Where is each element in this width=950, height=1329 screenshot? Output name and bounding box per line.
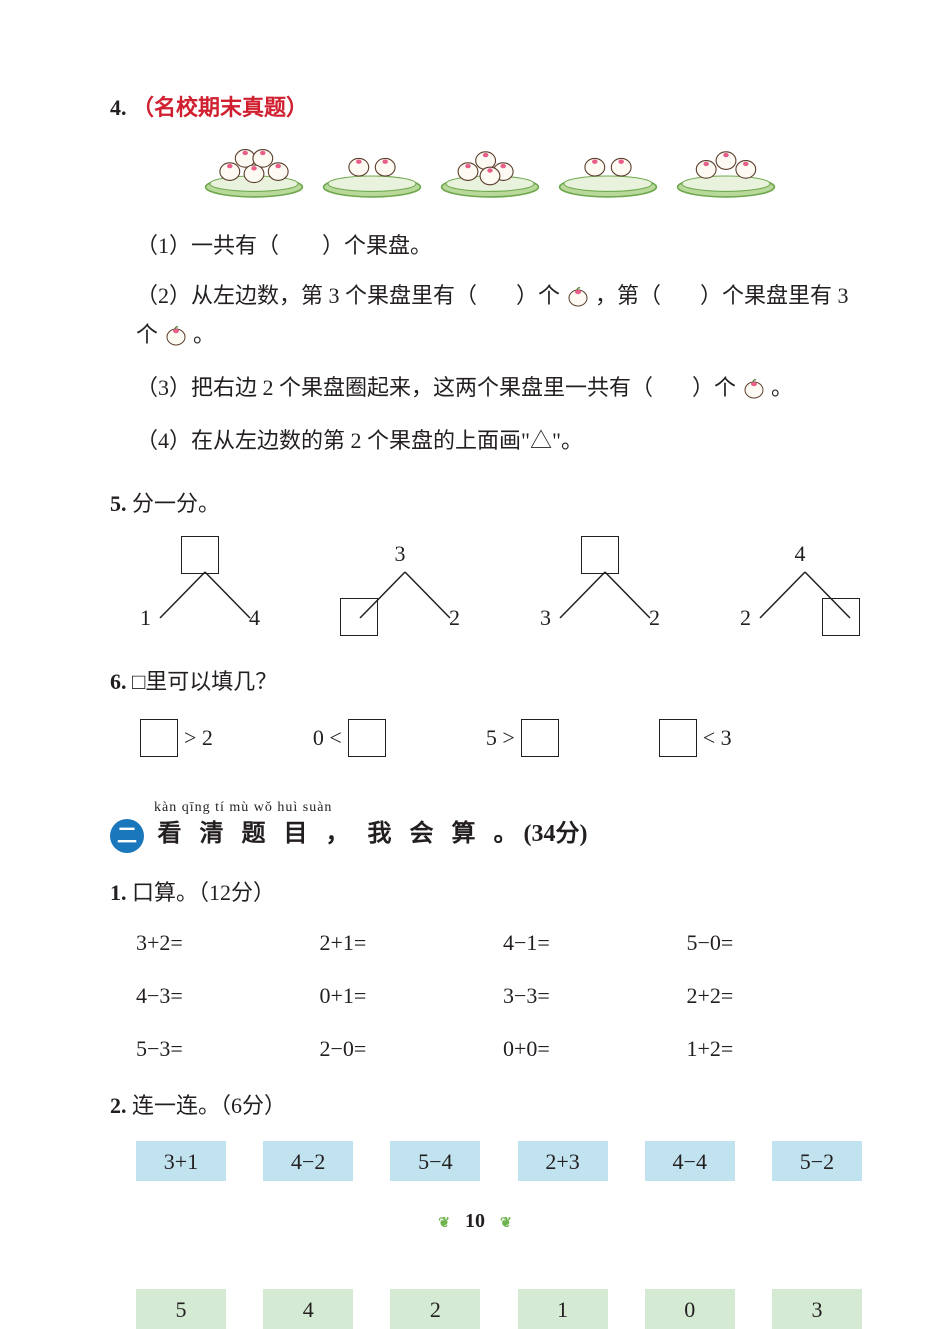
section2-badge: 二 <box>110 819 144 853</box>
q6-title-text: □里可以填几？ <box>132 669 277 694</box>
inequality-item: < 3 <box>659 719 732 757</box>
match-chip-top[interactable]: 2+3 <box>518 1141 608 1181</box>
fruit-plates-row <box>110 143 870 208</box>
match-chip-bottom[interactable]: 3 <box>772 1289 862 1329</box>
match-chip-top[interactable]: 4−4 <box>645 1141 735 1181</box>
q5-heading: 5. 分一分。 <box>110 486 870 521</box>
match-chip-bottom[interactable]: 1 <box>518 1289 608 1329</box>
number-bonds-row: 1 4 3 2 3 2 4 2 <box>130 536 870 636</box>
peach-icon <box>164 321 188 356</box>
match-chip-bottom[interactable]: 0 <box>645 1289 735 1329</box>
q4-s2a: （2）从左边数，第 3 个果盘里有（ <box>136 283 477 308</box>
calc-problem: 5−3= <box>136 1031 320 1066</box>
q4-title-text: （名校期末真题） <box>132 95 308 120</box>
fruit-plate <box>671 143 781 208</box>
section-2: kàn qīng tí mù wǒ huì suàn 二 看 清 题 目 ， 我… <box>110 797 870 1329</box>
section2-title-chars: 看 清 题 目 ， 我 会 算 。 <box>158 821 524 847</box>
peach-icon <box>566 282 590 317</box>
q4-heading: 4. （名校期末真题） <box>110 90 870 125</box>
page-number: 10 <box>465 1210 485 1232</box>
inequality-op: 0 < <box>313 720 342 755</box>
q6-number: 6. <box>110 669 127 694</box>
q4-number: 4. <box>110 95 127 120</box>
calc-problem: 0+0= <box>503 1031 687 1066</box>
calc-problem: 3−3= <box>503 978 687 1013</box>
calc-problem: 5−0= <box>687 925 871 960</box>
q4-s3b: ）个 <box>692 375 736 400</box>
q4-s4: （4）在从左边数的第 2 个果盘的上面画"△"。 <box>136 428 583 453</box>
match-chip-top[interactable]: 4−2 <box>263 1141 353 1181</box>
fruit-plate <box>435 143 545 208</box>
calc-problem: 4−1= <box>503 925 687 960</box>
inequality-item: > 2 <box>140 719 213 757</box>
calc-problem: 4−3= <box>136 978 320 1013</box>
page-footer: ❦ 10 ❦ <box>0 1205 950 1237</box>
q4-sub4: （4）在从左边数的第 2 个果盘的上面画"△"。 <box>136 423 870 458</box>
inequality-item: 0 < <box>313 719 386 757</box>
answer-box[interactable] <box>659 719 697 757</box>
q4-sub2: （2）从左边数，第 3 个果盘里有（ ）个 ，第（ ）个果盘里有 3 个 。 <box>136 278 870 356</box>
answer-box[interactable] <box>521 719 559 757</box>
inequality-op: < 3 <box>703 720 732 755</box>
number-bond: 4 2 <box>730 536 870 636</box>
match-chip-bottom[interactable]: 4 <box>263 1289 353 1329</box>
peach-icon <box>742 374 766 409</box>
q4-s2e: 。 <box>193 322 215 347</box>
match-chip-bottom[interactable]: 2 <box>390 1289 480 1329</box>
calc-problem: 2+1= <box>320 925 504 960</box>
q6-heading: 6. □里可以填几？ <box>110 664 870 699</box>
section2-title-row: 二 看 清 题 目 ， 我 会 算 。(34分) <box>110 815 870 853</box>
calc-grid: 3+2=2+1=4−1=5−0= 4−3=0+1=3−3=2+2= 5−3=2−0=… <box>136 925 870 1067</box>
number-bond: 3 2 <box>530 536 670 636</box>
q4-s3c: 。 <box>771 375 793 400</box>
q4-s1a: （1）一共有（ <box>136 233 279 258</box>
inequality-item: 5 > <box>486 719 559 757</box>
q4-sub1: （1）一共有（ ）个果盘。 <box>136 228 870 263</box>
q2-2-number: 2. <box>110 1093 127 1118</box>
q4-s2c: ，第（ <box>595 283 661 308</box>
match-chip-top[interactable]: 5−2 <box>772 1141 862 1181</box>
match-top-row: 3+1 4−2 5−4 2+3 4−4 5−2 <box>136 1141 862 1181</box>
match-chip-bottom[interactable]: 5 <box>136 1289 226 1329</box>
sprout-icon: ❦ <box>500 1216 512 1231</box>
match-chip-top[interactable]: 5−4 <box>390 1141 480 1181</box>
section2-title: 看 清 题 目 ， 我 会 算 。(34分) <box>158 821 588 847</box>
section2-points: (34分) <box>524 821 588 847</box>
calc-problem: 1+2= <box>687 1031 871 1066</box>
q2-2-title: 连一连。（6分） <box>132 1093 286 1118</box>
calc-problem: 3+2= <box>136 925 320 960</box>
q4-s2b: ）个 <box>516 283 560 308</box>
answer-box[interactable] <box>348 719 386 757</box>
q2-1-heading: 1. 口算。（12分） <box>110 875 870 910</box>
match-chip-top[interactable]: 3+1 <box>136 1141 226 1181</box>
q4-s1b: ）个果盘。 <box>322 233 432 258</box>
calc-problem: 2+2= <box>687 978 871 1013</box>
calc-problem: 2−0= <box>320 1031 504 1066</box>
inequality-op: 5 > <box>486 720 515 755</box>
q2-1-title: 口算。（12分） <box>132 880 275 905</box>
q6-items-row: > 2 0 < 5 > < 3 <box>140 719 870 757</box>
q2-1-number: 1. <box>110 880 127 905</box>
inequality-op: > 2 <box>184 720 213 755</box>
q4-s3a: （3）把右边 2 个果盘圈起来，这两个果盘里一共有（ <box>136 375 653 400</box>
number-bond: 3 2 <box>330 536 470 636</box>
fruit-plate <box>317 143 427 208</box>
q2-2-heading: 2. 连一连。（6分） <box>110 1088 870 1123</box>
number-bond: 1 4 <box>130 536 270 636</box>
q4-sub3: （3）把右边 2 个果盘圈起来，这两个果盘里一共有（ ）个 。 <box>136 370 870 409</box>
q5-title-text: 分一分。 <box>132 491 220 516</box>
sprout-icon: ❦ <box>438 1216 450 1231</box>
fruit-plate <box>553 143 663 208</box>
calc-problem: 0+1= <box>320 978 504 1013</box>
fruit-plate <box>199 143 309 208</box>
answer-box[interactable] <box>140 719 178 757</box>
match-bottom-row: 542103 <box>136 1289 862 1329</box>
q5-number: 5. <box>110 491 127 516</box>
